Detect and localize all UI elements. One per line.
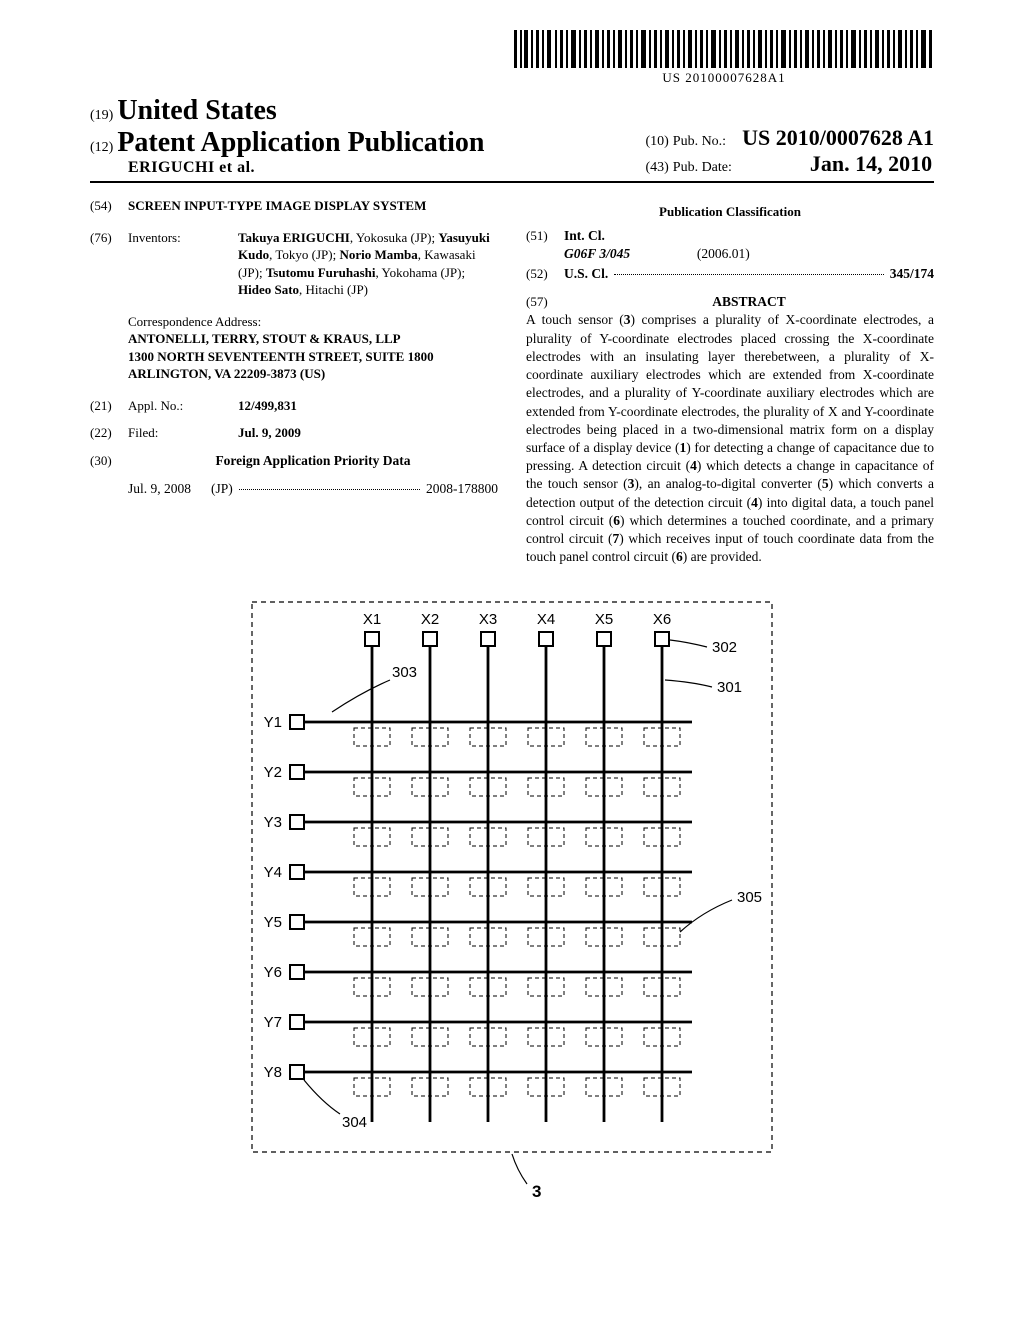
filed-date: Jul. 9, 2009 [238,424,498,442]
foreign-no: 2008-178800 [426,480,498,498]
country: United States [117,95,276,126]
field-title: (54) SCREEN INPUT-TYPE IMAGE DISPLAY SYS… [90,197,498,215]
code-54: (54) [90,197,128,215]
corr-line2: 1300 NORTH SEVENTEENTH STREET, SUITE 180… [128,348,498,366]
header-left: (19) United States (12) Patent Applicati… [90,95,645,177]
field-filed: (22) Filed: Jul. 9, 2009 [90,424,498,442]
foreign-row: Jul. 9, 2008 (JP) 2008-178800 [128,480,498,498]
svg-text:X5: X5 [595,611,613,628]
code-76: (76) [90,229,128,299]
svg-text:X6: X6 [653,611,671,628]
intcl-code: G06F 3/045 [564,246,630,261]
corr-line3: ARLINGTON, VA 22209-3873 (US) [128,365,498,383]
svg-text:X4: X4 [537,611,555,628]
code-10: (10) [645,134,668,149]
svg-text:305: 305 [737,889,762,906]
uscl-label: U.S. Cl. [564,265,608,283]
abstract-text: A touch sensor (3) comprises a plurality… [526,311,934,566]
inventors-label: Inventors: [128,229,238,299]
code-51: (51) [526,227,564,263]
right-column: Publication Classification (51) Int. Cl.… [526,197,934,566]
header-right: (10) Pub. No.: US 2010/0007628 A1 (43) P… [645,125,934,177]
code-12: (12) [90,140,113,155]
svg-text:302: 302 [712,639,737,656]
field-foreign-hd: (30) Foreign Application Priority Data [90,452,498,470]
pub-date: Jan. 14, 2010 [810,151,932,176]
svg-text:X1: X1 [363,611,381,628]
barcode-block: US 20100007628A1 [90,30,934,87]
applno-label: Appl. No.: [128,397,238,415]
code-43: (43) [645,160,668,175]
svg-text:Y5: Y5 [264,914,282,931]
foreign-label: Foreign Application Priority Data [128,452,498,470]
field-uscl: (52) U.S. Cl. 345/174 [526,265,934,283]
left-column: (54) SCREEN INPUT-TYPE IMAGE DISPLAY SYS… [90,197,498,566]
svg-text:303: 303 [392,664,417,681]
svg-text:Y6: Y6 [264,964,282,981]
filed-label: Filed: [128,424,238,442]
title: SCREEN INPUT-TYPE IMAGE DISPLAY SYSTEM [128,197,498,215]
patent-page: US 20100007628A1 (19) United States (12)… [0,0,1024,1242]
code-52: (52) [526,265,564,283]
intcl-label: Int. Cl. [564,227,934,245]
pubno-label: Pub. No.: [673,134,726,149]
code-19: (19) [90,108,113,123]
code-21: (21) [90,397,128,415]
pub-number: US 2010/0007628 A1 [742,125,934,150]
corr-line1: ANTONELLI, TERRY, STOUT & KRAUS, LLP [128,330,498,348]
svg-text:Y8: Y8 [264,1064,282,1081]
body-columns: (54) SCREEN INPUT-TYPE IMAGE DISPLAY SYS… [90,197,934,566]
inventors: Takuya ERIGUCHI, Yokosuka (JP); Yasuyuki… [238,229,498,299]
svg-text:Y7: Y7 [264,1014,282,1031]
code-22: (22) [90,424,128,442]
correspondence: Correspondence Address: ANTONELLI, TERRY… [128,313,498,383]
field-applno: (21) Appl. No.: 12/499,831 [90,397,498,415]
svg-text:304: 304 [342,1114,367,1131]
pubclass-label: Publication Classification [526,203,934,221]
abstract-header: (57) ABSTRACT [526,293,934,311]
code-57: (57) [526,293,564,311]
svg-text:Y4: Y4 [264,864,282,881]
appl-no: 12/499,831 [238,397,498,415]
svg-text:X3: X3 [479,611,497,628]
field-inventors: (76) Inventors: Takuya ERIGUCHI, Yokosuk… [90,229,498,299]
foreign-date: Jul. 9, 2008 [128,480,191,498]
svg-text:X2: X2 [421,611,439,628]
svg-text:Y3: Y3 [264,814,282,831]
pubdate-label: Pub. Date: [673,160,732,175]
svg-text:Y2: Y2 [264,764,282,781]
doc-type: Patent Application Publication [117,127,484,158]
header: (19) United States (12) Patent Applicati… [90,95,934,183]
abstract-label: ABSTRACT [564,293,934,311]
correspondence-label: Correspondence Address: [128,313,498,331]
intcl-year: (2006.01) [697,246,750,261]
barcode: US 20100007628A1 [514,30,934,86]
field-intcl: (51) Int. Cl. G06F 3/045 (2006.01) [526,227,934,263]
foreign-cc: (JP) [211,480,233,498]
svg-text:301: 301 [717,679,742,696]
figure: X1 X2 X3 X4 X5 X6 Y1 Y2 Y3 Y4 Y5 Y6 Y7 Y8 303 302 301 305… [90,592,934,1202]
author-line: ERIGUCHI et al. [128,159,255,176]
code-30: (30) [90,452,128,470]
svg-text:3: 3 [532,1182,541,1201]
uscl-val: 345/174 [890,265,934,283]
barcode-text: US 20100007628A1 [514,70,934,86]
svg-text:Y1: Y1 [264,714,282,731]
